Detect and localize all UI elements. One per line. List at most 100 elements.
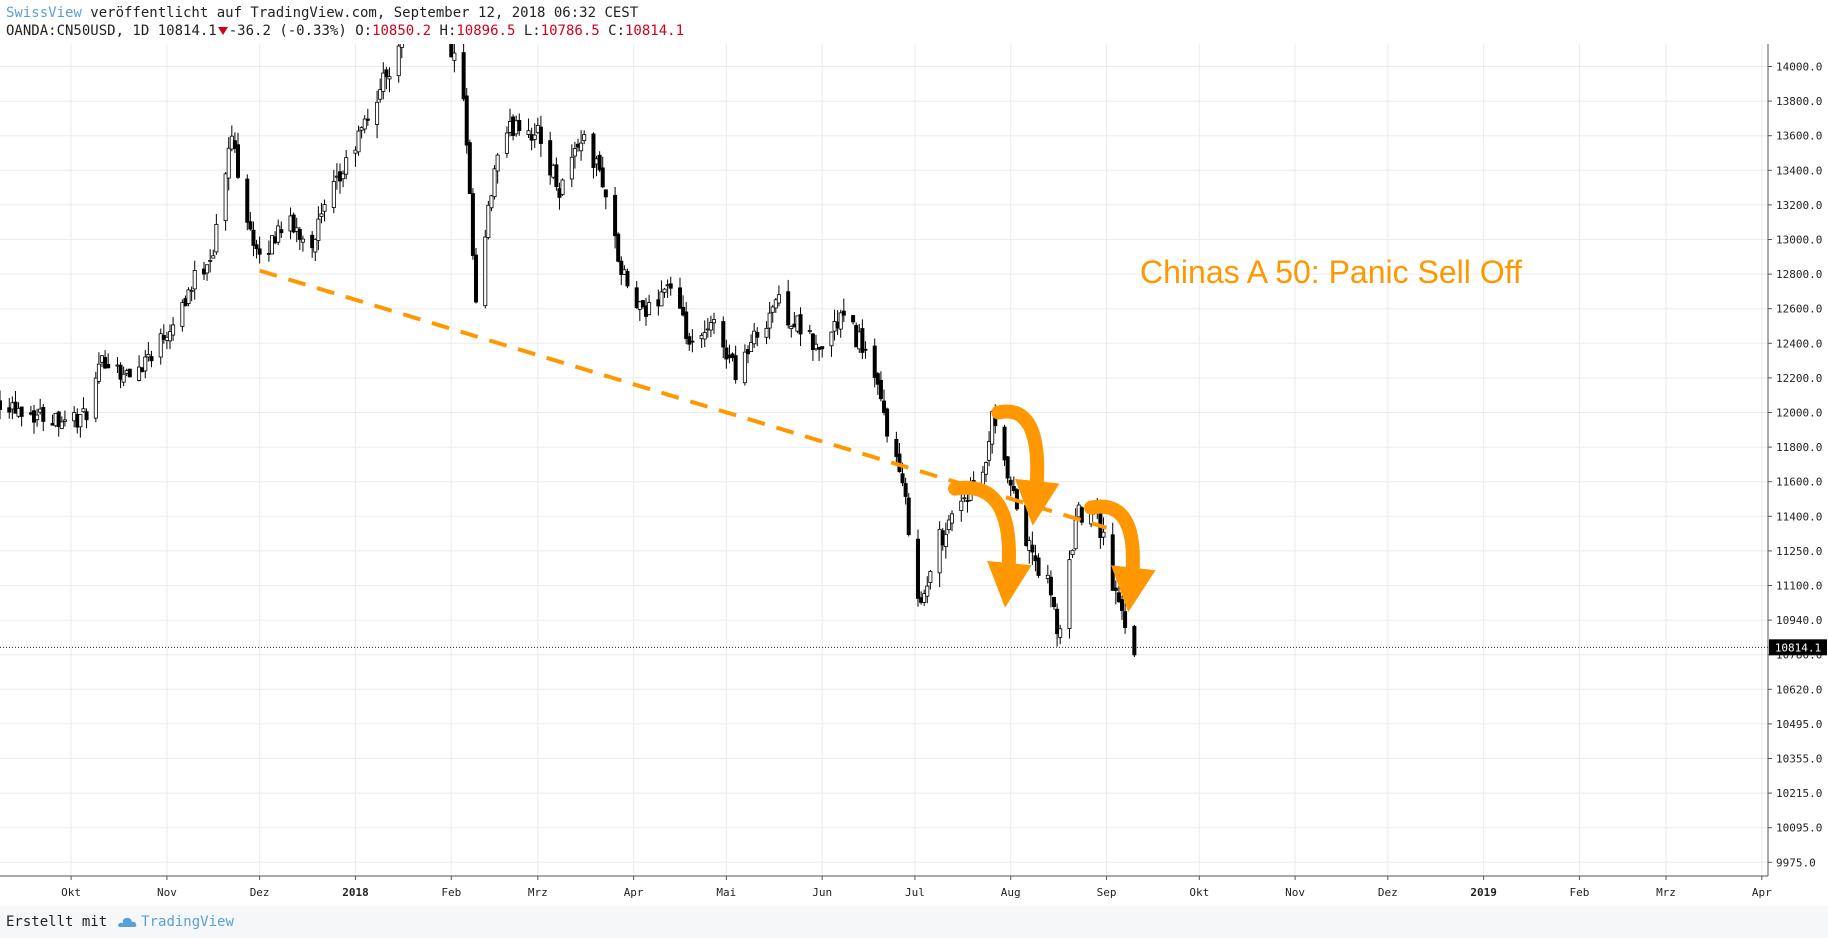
candle-body (1123, 611, 1128, 628)
candle-body (127, 368, 132, 378)
arrow-2 (991, 404, 1060, 526)
candle-body (56, 411, 61, 427)
candle-body (1048, 576, 1053, 596)
candle-body (900, 473, 905, 484)
tradingview-cloud-icon (118, 917, 137, 927)
candle-body (560, 179, 565, 195)
candle-body (807, 330, 812, 332)
price-tick-label: 12400.0 (1776, 337, 1822, 350)
time-tick-label: Sep (1097, 886, 1117, 899)
candle-body (331, 181, 336, 208)
author-link[interactable]: SwissView (6, 5, 82, 21)
time-tick-label: Okt (61, 886, 81, 899)
candle-body (733, 355, 738, 381)
candle-body (470, 193, 475, 256)
time-tick-label: Mrz (1656, 886, 1676, 899)
candle-body (742, 351, 747, 384)
candle-body (841, 310, 846, 316)
open-value: 10850.2 (372, 23, 432, 39)
last-price: 10814.1 (157, 23, 217, 39)
candle-body (378, 89, 383, 100)
candle-body (875, 373, 880, 385)
candle-body (59, 421, 64, 429)
candle-body (362, 118, 367, 130)
time-axis[interactable]: Okt Nov Dez 2018 Feb Mrz Apr Mai Jun Jul Aug Sep Okt… (61, 876, 1772, 899)
candle-body (121, 373, 126, 383)
price-tick-label: 13200.0 (1776, 199, 1822, 212)
candle-body (1005, 456, 1010, 479)
arrow-1 (948, 480, 1032, 608)
candle-body (532, 134, 537, 140)
candle-body (820, 346, 825, 350)
candle-body (84, 411, 89, 421)
candle-body (962, 497, 967, 500)
candle-body (517, 119, 522, 132)
candle-body (251, 229, 256, 246)
candle-body (591, 133, 596, 168)
candle-body (548, 140, 553, 176)
candle-body (19, 406, 24, 417)
candle-body (603, 189, 608, 198)
candle-body (291, 214, 296, 233)
price-tick-label: 10215.0 (1776, 787, 1822, 800)
time-tick-label: Apr (624, 886, 644, 899)
candle-body (171, 324, 176, 336)
tradingview-link[interactable]: TradingView (141, 914, 234, 930)
candle-body (118, 364, 123, 380)
current-price-badge (1769, 639, 1827, 656)
time-tick-label: Nov (157, 886, 177, 899)
candle-body (659, 291, 664, 307)
candle-body (473, 254, 478, 303)
candle-body (625, 271, 630, 287)
candle-body (613, 194, 618, 237)
candle-body (205, 264, 210, 274)
candle-body (0, 400, 3, 410)
price-tick-label: 10355.0 (1776, 753, 1822, 766)
candle-body (319, 213, 324, 217)
time-tick-label: Dez (1378, 886, 1398, 899)
candle-body (810, 333, 815, 350)
time-tick-label: Feb (1570, 886, 1590, 899)
candle-body (167, 331, 172, 342)
candle-body (269, 235, 274, 255)
candle-body (461, 52, 466, 100)
time-tick-label: Apr (1752, 886, 1772, 899)
candle-body (186, 289, 191, 304)
candle-body (959, 500, 964, 511)
candle-body (81, 408, 86, 413)
candle-body (770, 306, 775, 313)
candle-body (384, 69, 389, 78)
price-tick-label: 11100.0 (1776, 580, 1822, 593)
price-axis[interactable]: 14000.0 13800.0 13600.0 13400.0 13200.0 13000… (1768, 61, 1822, 870)
time-tick-label: Okt (1189, 886, 1209, 899)
candle-body (1024, 504, 1029, 546)
candle-body (878, 380, 883, 400)
candle-body (687, 336, 692, 345)
candle-body (223, 173, 228, 222)
candle-body (149, 356, 154, 362)
price-tick-label: 10620.0 (1776, 683, 1822, 696)
candle-body (1132, 625, 1137, 656)
candle-body (1070, 549, 1075, 556)
candle-body (1052, 596, 1057, 608)
candle-body (254, 244, 259, 250)
candle-body (248, 221, 253, 230)
candle-body (344, 157, 349, 175)
time-tick-label: Dez (250, 886, 270, 899)
footer: Erstellt mit TradingView (0, 906, 1828, 938)
candle-body (62, 419, 67, 422)
candle-body (467, 142, 472, 194)
price-chart[interactable]: 14000.0 13800.0 13600.0 13400.0 13200.0 13000… (0, 44, 1828, 906)
candle-body (925, 585, 930, 597)
candle-body (449, 44, 454, 58)
candle-body (313, 239, 318, 253)
candle-body (103, 356, 108, 369)
drawings (259, 268, 1156, 613)
candle-body (96, 363, 101, 382)
annotation-text: Chinas A 50: Panic Sell Off (1140, 254, 1522, 290)
candle-body (681, 306, 686, 316)
candle-body (903, 483, 908, 497)
ohlc-line: OANDA:CN50USD, 1D 10814.1 -36.2 (-0.33%) … (6, 23, 684, 39)
candle-body (316, 218, 321, 241)
candle-body (464, 95, 469, 146)
